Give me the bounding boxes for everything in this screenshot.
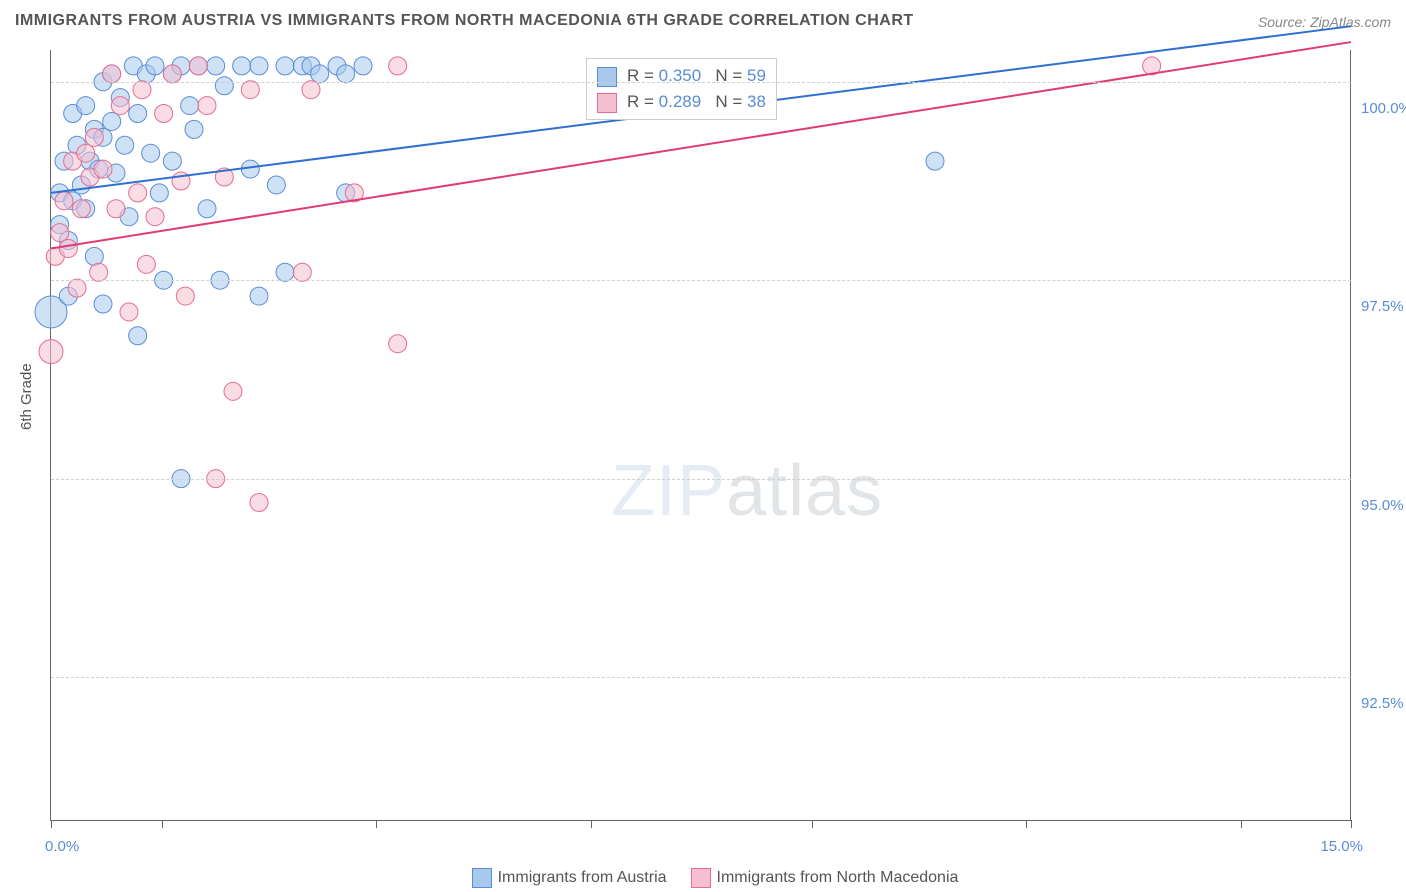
data-point: [116, 136, 134, 154]
data-point: [189, 57, 207, 75]
legend-swatch: [597, 67, 617, 87]
x-tick: [1351, 820, 1352, 828]
data-point: [302, 81, 320, 99]
data-point: [241, 81, 259, 99]
data-point: [94, 295, 112, 313]
y-tick-label: 95.0%: [1361, 497, 1406, 514]
data-point: [142, 144, 160, 162]
x-tick: [162, 820, 163, 828]
x-tick: [591, 820, 592, 828]
chart-plot-area: ZIPatlas R = 0.350 N = 59R = 0.289 N = 3…: [50, 50, 1351, 821]
data-point: [150, 184, 168, 202]
legend-label: Immigrants from Austria: [498, 869, 667, 886]
data-point: [250, 493, 268, 511]
data-point: [146, 208, 164, 226]
data-point: [337, 65, 355, 83]
data-point: [276, 57, 294, 75]
stat-row: R = 0.289 N = 38: [597, 89, 766, 115]
x-tick: [51, 820, 52, 828]
y-tick-label: 92.5%: [1361, 695, 1406, 712]
data-point: [94, 160, 112, 178]
data-point: [107, 200, 125, 218]
data-point: [85, 247, 103, 265]
data-point: [389, 57, 407, 75]
data-point: [137, 255, 155, 273]
legend-swatch: [691, 868, 711, 888]
x-axis-max-label: 15.0%: [1320, 838, 1363, 855]
y-tick-label: 100.0%: [1361, 100, 1406, 117]
legend-bottom: Immigrants from Austria Immigrants from N…: [0, 868, 1406, 888]
data-point: [85, 128, 103, 146]
data-point: [163, 152, 181, 170]
x-tick: [1241, 820, 1242, 828]
gridline-h: [51, 82, 1351, 83]
chart-svg: [51, 50, 1351, 820]
data-point: [354, 57, 372, 75]
data-point: [198, 200, 216, 218]
y-tick-label: 97.5%: [1361, 298, 1406, 315]
data-point: [163, 65, 181, 83]
legend-swatch: [472, 868, 492, 888]
legend-swatch: [597, 93, 617, 113]
gridline-h: [51, 479, 1351, 480]
data-point: [181, 97, 199, 115]
data-point: [250, 57, 268, 75]
data-point: [250, 287, 268, 305]
x-tick: [376, 820, 377, 828]
data-point: [77, 144, 95, 162]
stat-row: R = 0.350 N = 59: [597, 63, 766, 89]
data-point: [103, 65, 121, 83]
data-point: [133, 81, 151, 99]
data-point: [51, 224, 69, 242]
data-point: [146, 57, 164, 75]
gridline-h: [51, 677, 1351, 678]
r-value: 0.289: [659, 92, 702, 111]
data-point: [77, 97, 95, 115]
data-point: [224, 382, 242, 400]
data-point: [129, 184, 147, 202]
data-point: [215, 77, 233, 95]
data-point: [72, 200, 90, 218]
data-point: [129, 105, 147, 123]
gridline-h: [51, 280, 1351, 281]
y-axis-label: 6th Grade: [18, 363, 35, 430]
data-point: [59, 239, 77, 257]
chart-title: IMMIGRANTS FROM AUSTRIA VS IMMIGRANTS FR…: [15, 12, 914, 30]
source-attribution: Source: ZipAtlas.com: [1258, 14, 1391, 30]
data-point: [129, 327, 147, 345]
n-value: 38: [747, 92, 766, 111]
data-point: [155, 105, 173, 123]
data-point: [233, 57, 251, 75]
correlation-stats-box: R = 0.350 N = 59R = 0.289 N = 38: [586, 58, 777, 120]
data-point: [207, 57, 225, 75]
data-point: [198, 97, 216, 115]
data-point: [55, 192, 73, 210]
data-point: [267, 176, 285, 194]
data-point: [103, 112, 121, 130]
data-point: [90, 263, 108, 281]
data-point: [111, 97, 129, 115]
legend-label: Immigrants from North Macedonia: [717, 869, 959, 886]
data-point: [311, 65, 329, 83]
x-tick: [1026, 820, 1027, 828]
data-point: [176, 287, 194, 305]
data-point: [39, 340, 63, 364]
x-axis-min-label: 0.0%: [45, 838, 79, 855]
data-point: [68, 279, 86, 297]
data-point: [926, 152, 944, 170]
data-point: [185, 120, 203, 138]
x-tick: [812, 820, 813, 828]
data-point: [389, 335, 407, 353]
data-point: [120, 303, 138, 321]
data-point: [276, 263, 294, 281]
data-point: [293, 263, 311, 281]
